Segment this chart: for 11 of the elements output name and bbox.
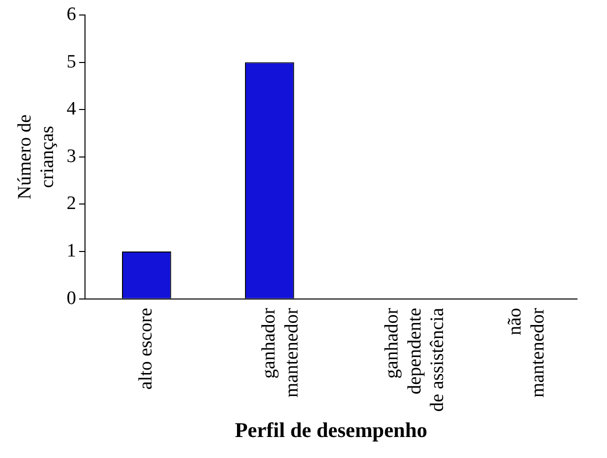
y-tick-label: 4 [66, 98, 77, 120]
y-tick-label: 1 [66, 240, 76, 262]
x-axis-title: Perfil de desempenho [234, 418, 428, 442]
x-tick-label: ganhador mantenedor [258, 307, 302, 398]
y-tick-label: 0 [66, 288, 76, 309]
x-tick-label: alto escore [136, 308, 157, 390]
y-tick-label: 3 [66, 146, 76, 167]
y-tick-label: 5 [66, 51, 76, 72]
y-tick-label: 2 [66, 193, 76, 214]
y-axis-title: Número de crianças [14, 114, 58, 200]
y-tick-label: 6 [66, 4, 76, 25]
